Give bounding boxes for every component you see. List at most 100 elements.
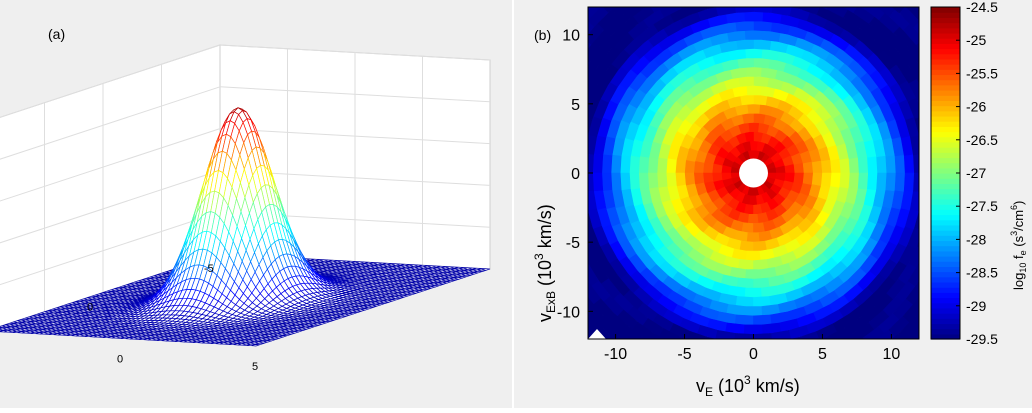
colorbar-tick-label: -25.5 xyxy=(966,65,998,81)
colorbar-step xyxy=(931,100,960,106)
colorbar-step xyxy=(931,209,960,215)
heatmap-cell xyxy=(821,173,831,187)
heatmap-cell xyxy=(736,296,753,306)
heatmap-cell xyxy=(849,157,859,173)
heatmap-cell xyxy=(886,155,896,173)
colorbar-step xyxy=(931,261,960,267)
colorbar-step xyxy=(931,163,960,169)
heatmap-cell xyxy=(611,155,621,173)
heatmap-cell xyxy=(886,173,896,191)
heatmap-cell xyxy=(712,164,722,173)
x-tick-label: -5 xyxy=(677,346,691,363)
heatmap-cell xyxy=(745,49,762,58)
heatmap-cell xyxy=(754,315,772,325)
heatmap-cell xyxy=(812,160,822,173)
colorbar-step xyxy=(931,298,960,304)
colorbar-step xyxy=(931,220,960,226)
colorbar-step xyxy=(931,303,960,309)
heatmap-cell xyxy=(849,173,859,189)
heatmap-cell xyxy=(785,173,795,182)
colorbar-step xyxy=(931,235,960,241)
x-tick-label: 10 xyxy=(883,346,901,363)
y-tick-label: -5 xyxy=(204,263,214,275)
heatmap-cell xyxy=(754,296,771,306)
colorbar-step xyxy=(931,23,960,29)
heatmap-cell xyxy=(831,173,841,187)
colorbar-step xyxy=(931,111,960,117)
heatmap-cell xyxy=(657,158,667,173)
colorbar-step xyxy=(931,43,960,49)
heatmap-cell xyxy=(812,173,822,186)
heatmap-cell xyxy=(754,278,770,288)
colorbar-step xyxy=(931,230,960,236)
colorbar-step xyxy=(931,277,960,283)
colorbar-step xyxy=(931,246,960,252)
heatmap-cell xyxy=(858,157,868,173)
x-tick-label: 5 xyxy=(252,361,258,373)
colorbar-step xyxy=(931,168,960,174)
heatmap-cell xyxy=(754,132,763,142)
colorbar-step xyxy=(931,59,960,65)
y-tick-label: 5 xyxy=(571,97,580,114)
heatmap-cell xyxy=(735,21,753,31)
panel-label-b: (b) xyxy=(534,27,551,43)
heatmap-cell xyxy=(744,12,763,21)
colorbar-tick-label: -25 xyxy=(966,32,986,48)
colorbar-step xyxy=(931,272,960,278)
heatmap-cell xyxy=(746,270,762,279)
heatmap-cell xyxy=(877,173,887,191)
heatmap-cell xyxy=(593,173,603,192)
heatmap-cell xyxy=(648,173,658,189)
heatmap-cell xyxy=(895,155,905,173)
heatmap-cell xyxy=(754,58,770,68)
heatmap-cell xyxy=(639,157,649,173)
heatmap-cell xyxy=(694,161,704,173)
colorbar-tick-label: -24.5 xyxy=(966,0,998,15)
heatmap-cell xyxy=(657,173,667,188)
heatmap-cell xyxy=(742,223,754,233)
heatmap-cell xyxy=(840,158,850,173)
colorbar-step xyxy=(931,54,960,60)
heatmap-cell xyxy=(593,154,603,173)
colorbar-step xyxy=(931,215,960,221)
heatmap-cell xyxy=(877,156,887,174)
colorbar-tick-label: -26.5 xyxy=(966,132,998,148)
heatmap-cell xyxy=(666,159,676,173)
colorbar-step xyxy=(931,28,960,34)
heatmap-cell xyxy=(748,123,759,132)
colorbar-tick-label: -29 xyxy=(966,298,986,314)
heatmap-cell xyxy=(738,76,753,86)
heatmap-cell xyxy=(602,173,612,191)
colorbar-step xyxy=(931,183,960,189)
x-tick-label: 5 xyxy=(818,346,827,363)
colorbar-step xyxy=(931,80,960,86)
colorbar-step xyxy=(931,199,960,205)
heatmap-cell xyxy=(748,214,759,223)
colorbar-step xyxy=(931,33,960,39)
heatmap-cell xyxy=(747,233,760,242)
colorbar-step xyxy=(931,323,960,329)
heatmap-cell xyxy=(703,163,713,174)
colorbar-step xyxy=(931,240,960,246)
colorbar-step xyxy=(931,116,960,122)
heatmap-cell xyxy=(740,95,754,105)
heatmap-cell xyxy=(736,39,753,49)
heatmap-cell xyxy=(745,288,762,297)
colorbar-step xyxy=(931,137,960,143)
y-tick-label: -5 xyxy=(566,235,580,252)
colorbar-step xyxy=(931,147,960,153)
heatmap-cell xyxy=(754,260,769,270)
colorbar-step xyxy=(931,69,960,75)
colorbar-tick-label: -28.5 xyxy=(966,265,998,281)
colorbar-step xyxy=(931,292,960,298)
y-tick-label: -10 xyxy=(557,304,580,321)
colorbar-step xyxy=(931,329,960,335)
heatmap-cell xyxy=(794,173,804,184)
y-tick-label: 0 xyxy=(87,302,93,314)
colorbar-step xyxy=(931,204,960,210)
colorbar-tick-label: -27.5 xyxy=(966,198,998,214)
colorbar-step xyxy=(931,132,960,138)
